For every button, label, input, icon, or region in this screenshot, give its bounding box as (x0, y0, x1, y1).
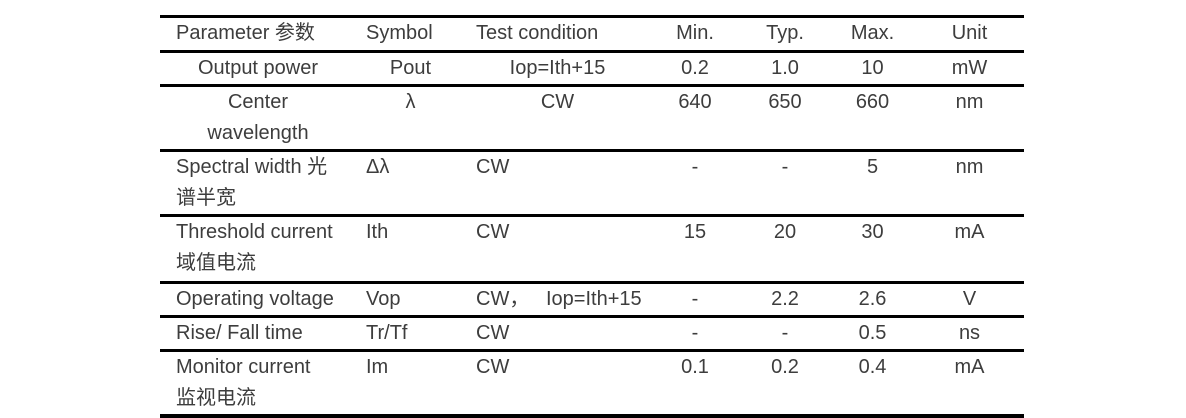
cell-symbol: Δλ (366, 156, 390, 178)
column-header-symbol: Symbol (366, 22, 433, 44)
cell-min: 0.1 (681, 356, 709, 378)
cell-symbol: λ (405, 91, 416, 113)
cell-test-condition: CW， Iop=Ith+15 (476, 288, 642, 310)
cell-typ: 650 (768, 91, 802, 113)
spec-table-container: Parameter 参数 Symbol Test condition Min. … (160, 15, 1024, 418)
cell-max: 5 (866, 156, 879, 178)
cell-unit: mW (951, 57, 988, 79)
cell-test-condition: CW (476, 221, 510, 243)
cell-unit: V (962, 288, 977, 310)
cell-max: 0.4 (858, 356, 887, 378)
cell-parameter: Monitor current 监视电流 (176, 356, 311, 409)
column-header-min: Min. (676, 22, 714, 44)
cell-min: - (691, 156, 699, 178)
cell-typ: 2.2 (771, 288, 799, 310)
cell-symbol: Pout (389, 57, 432, 79)
column-header-unit: Unit (951, 22, 988, 44)
table-row-threshold-current: Threshold current 域值电流 Ith CW 15 20 30 m… (160, 216, 1024, 283)
cell-unit: ns (958, 322, 981, 344)
cell-unit: nm (955, 156, 984, 178)
cell-test-condition: CW (476, 356, 510, 378)
cell-parameter: Threshold current 域值电流 (176, 221, 333, 274)
column-header-typ: Typ. (766, 22, 804, 44)
column-header-test-condition: Test condition (476, 22, 599, 44)
cell-min: - (691, 288, 699, 310)
cell-test-condition: Iop=Ith+15 (509, 57, 606, 79)
cell-parameter: Spectral width 光 谱半宽 (176, 156, 328, 209)
cell-min: 640 (678, 91, 712, 113)
cell-max: 0.5 (858, 322, 887, 344)
table-row-operating-voltage: Operating voltage Vop CW， Iop=Ith+15 - 2… (160, 283, 1024, 317)
cell-min: 0.2 (681, 57, 709, 79)
table-row-spectral-width: Spectral width 光 谱半宽 Δλ CW - - 5 nm (160, 151, 1024, 216)
cell-symbol: Ith (366, 221, 389, 243)
laser-diode-spec-table: Parameter 参数 Symbol Test condition Min. … (160, 15, 1024, 418)
cell-max: 2.6 (858, 288, 887, 310)
cell-max: 30 (861, 221, 884, 243)
cell-symbol: Im (366, 356, 389, 378)
cell-symbol: Vop (366, 288, 401, 310)
cell-typ: - (781, 156, 789, 178)
table-row-center-wavelength: Center wavelength λ CW 640 650 660 nm (160, 86, 1024, 151)
table-row-rise-fall-time: Rise/ Fall time Tr/Tf CW - - 0.5 ns (160, 317, 1024, 351)
cell-test-condition: CW (540, 91, 575, 113)
cell-parameter: Output power (197, 57, 319, 79)
cell-parameter: Center wavelength (207, 91, 309, 144)
cell-typ: - (781, 322, 789, 344)
cell-parameter: Operating voltage (176, 288, 334, 310)
table-row-output-power: Output power Pout Iop=Ith+15 0.2 1.0 10 … (160, 52, 1024, 86)
cell-max: 660 (855, 91, 890, 113)
table-header-row: Parameter 参数 Symbol Test condition Min. … (160, 17, 1024, 52)
cell-typ: 20 (773, 221, 797, 243)
column-header-max: Max. (850, 22, 895, 44)
cell-max: 10 (861, 57, 884, 79)
cell-parameter: Rise/ Fall time (176, 322, 303, 344)
cell-unit: mA (954, 356, 985, 378)
table-row-monitor-current: Monitor current 监视电流 Im CW 0.1 0.2 0.4 m… (160, 351, 1024, 417)
cell-test-condition: CW (476, 322, 510, 344)
cell-test-condition: CW (476, 156, 510, 178)
cell-unit: nm (955, 91, 984, 113)
cell-symbol: Tr/Tf (366, 322, 408, 344)
column-header-parameter: Parameter 参数 (176, 22, 315, 44)
cell-typ: 0.2 (771, 356, 799, 378)
cell-typ: 1.0 (771, 57, 799, 79)
cell-unit: mA (954, 221, 985, 243)
cell-min: - (691, 322, 699, 344)
cell-min: 15 (683, 221, 707, 243)
